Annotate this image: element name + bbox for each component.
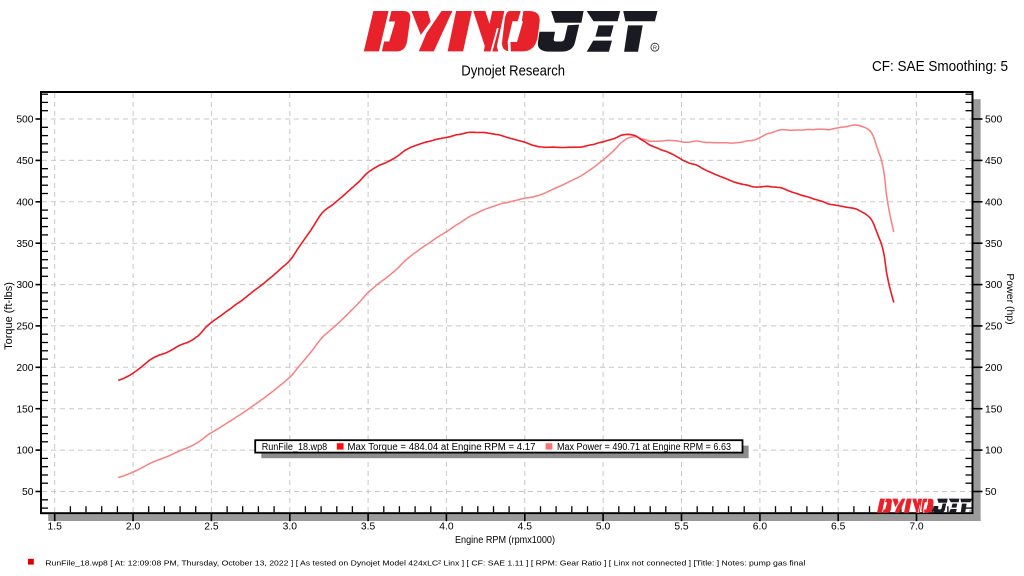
svg-text:150: 150 [985, 404, 1002, 415]
svg-text:250: 250 [16, 322, 33, 333]
svg-text:400: 400 [16, 197, 33, 208]
svg-text:Max Power = 490.71 at Engine R: Max Power = 490.71 at Engine RPM = 6.63 [557, 442, 731, 453]
svg-text:350: 350 [16, 239, 33, 250]
svg-text:6.5: 6.5 [831, 522, 846, 533]
svg-text:4.5: 4.5 [518, 522, 533, 533]
svg-text:Torque (ft-lbs): Torque (ft-lbs) [3, 282, 15, 350]
svg-text:5.5: 5.5 [674, 522, 689, 533]
svg-text:300: 300 [16, 280, 33, 291]
svg-text:450: 450 [16, 156, 33, 167]
svg-text:200: 200 [985, 363, 1002, 374]
svg-text:500: 500 [16, 115, 33, 126]
svg-text:50: 50 [985, 487, 997, 498]
svg-text:300: 300 [985, 280, 1002, 291]
svg-text:Engine RPM (rpmx1000): Engine RPM (rpmx1000) [455, 535, 555, 546]
svg-text:450: 450 [985, 156, 1002, 167]
svg-text:200: 200 [16, 363, 33, 374]
svg-text:Power (hp): Power (hp) [1004, 273, 1016, 324]
svg-text:2.0: 2.0 [126, 522, 141, 533]
svg-text:2.5: 2.5 [204, 522, 219, 533]
svg-text:RunFile_18.wp8 [ At: 12:09:08: RunFile_18.wp8 [ At: 12:09:08 PM, Thursd… [45, 559, 805, 568]
svg-text:Dynojet Research: Dynojet Research [461, 62, 565, 79]
svg-text:400: 400 [985, 197, 1002, 208]
svg-text:350: 350 [985, 239, 1002, 250]
svg-text:1.5: 1.5 [48, 522, 63, 533]
svg-text:CF: SAE Smoothing: 5: CF: SAE Smoothing: 5 [872, 58, 1008, 75]
svg-text:RunFile_18.wp8: RunFile_18.wp8 [262, 442, 328, 453]
svg-text:500: 500 [985, 115, 1002, 126]
svg-text:4.0: 4.0 [439, 522, 454, 533]
svg-text:3.5: 3.5 [361, 522, 376, 533]
svg-text:7.0: 7.0 [909, 522, 924, 533]
svg-text:100: 100 [16, 446, 33, 457]
svg-text:150: 150 [16, 404, 33, 415]
svg-text:100: 100 [985, 446, 1002, 457]
svg-text:50: 50 [22, 487, 34, 498]
svg-text:250: 250 [985, 322, 1002, 333]
svg-text:6.0: 6.0 [753, 522, 768, 533]
svg-text:Max Torque = 484.04 at Engine: Max Torque = 484.04 at Engine RPM = 4.17 [348, 442, 536, 453]
svg-text:3.0: 3.0 [283, 522, 298, 533]
svg-text:5.0: 5.0 [596, 522, 611, 533]
